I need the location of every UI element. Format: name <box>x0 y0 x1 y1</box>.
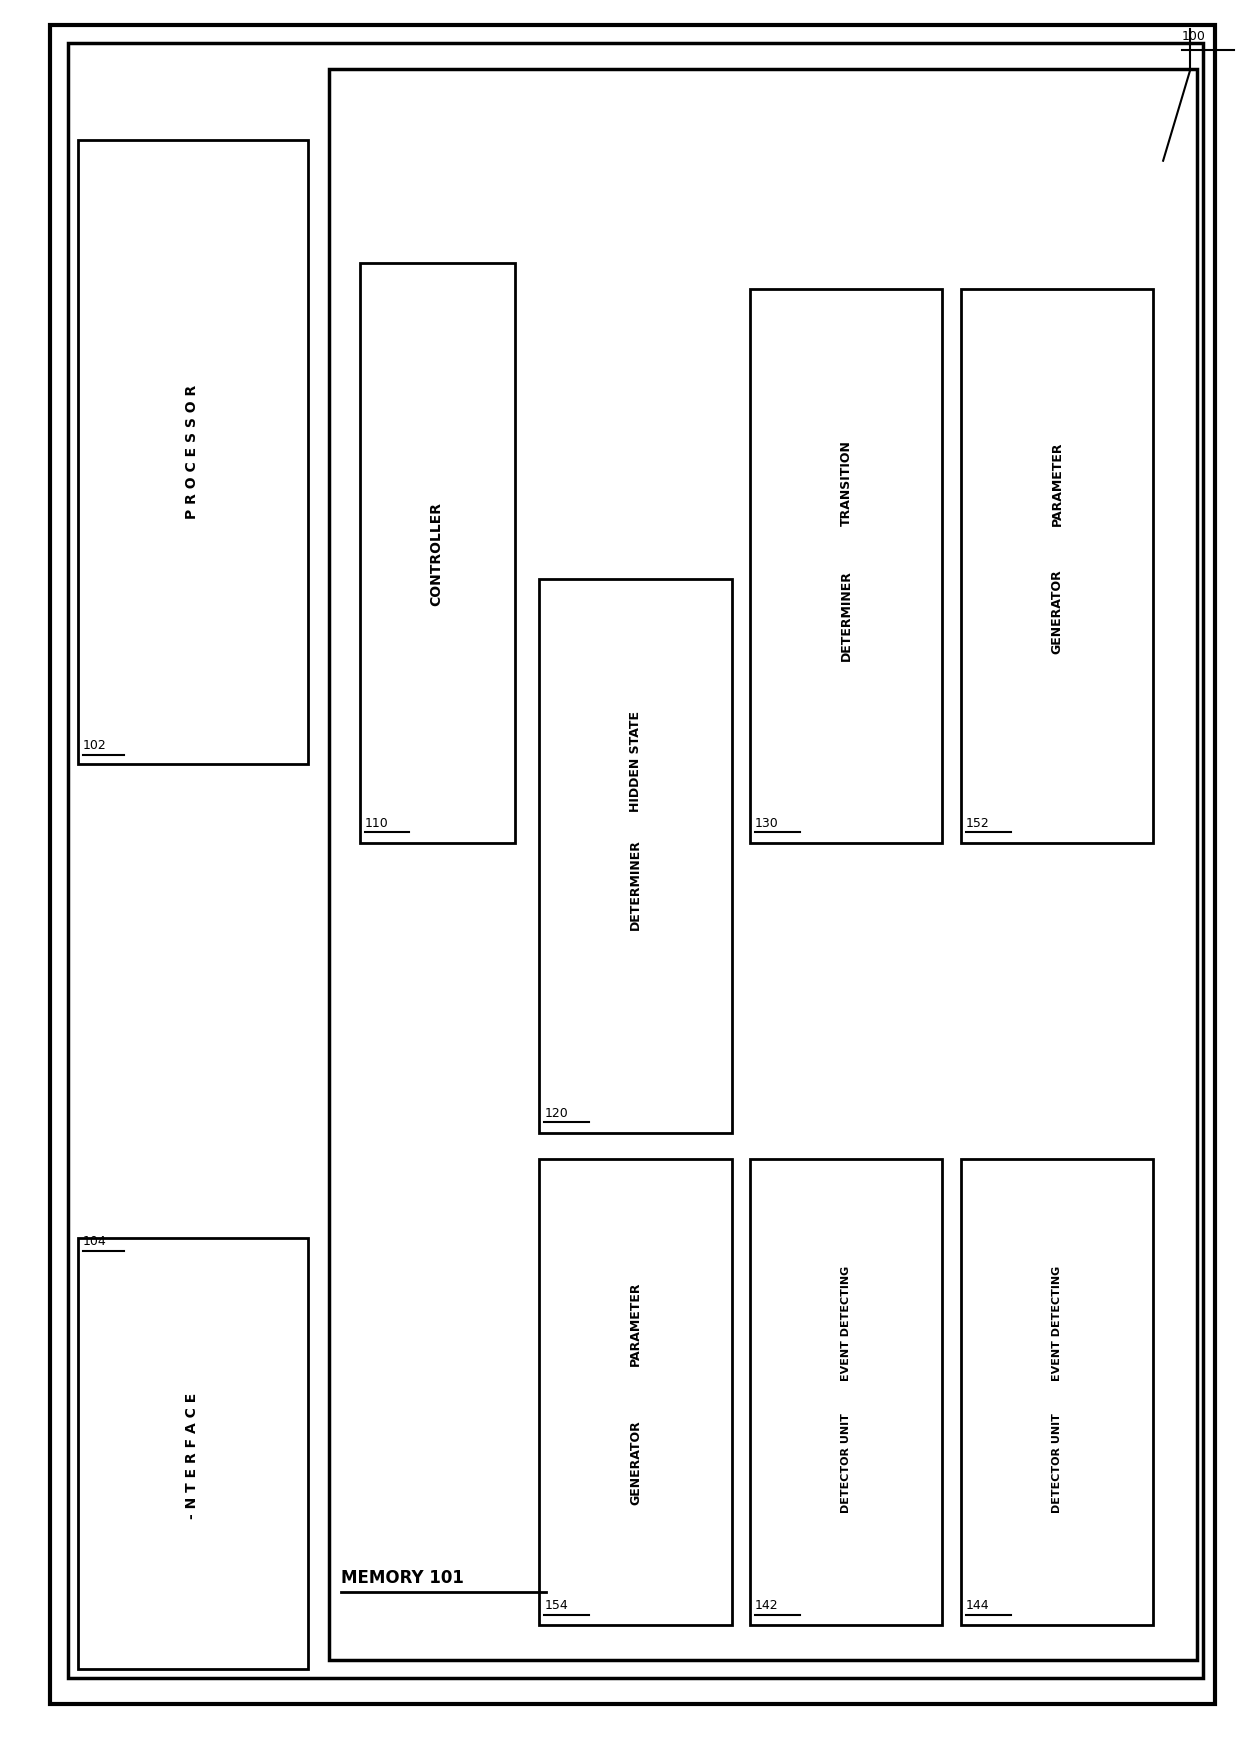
Text: EVENT DETECTING: EVENT DETECTING <box>1052 1265 1063 1381</box>
Text: 152: 152 <box>966 817 990 829</box>
Text: - N T E R F A C E: - N T E R F A C E <box>185 1392 200 1518</box>
Bar <box>961 290 1153 843</box>
Bar <box>539 580 732 1133</box>
Text: DETERMINER: DETERMINER <box>629 838 642 929</box>
Text: DETECTOR UNIT: DETECTOR UNIT <box>841 1413 852 1511</box>
Bar <box>360 264 515 843</box>
Text: GENERATOR: GENERATOR <box>1050 569 1064 654</box>
Text: GENERATOR: GENERATOR <box>629 1420 642 1504</box>
Text: DETECTOR UNIT: DETECTOR UNIT <box>1052 1413 1063 1511</box>
Bar <box>750 1160 942 1625</box>
Text: P R O C E S S O R: P R O C E S S O R <box>185 385 200 518</box>
Bar <box>78 141 308 764</box>
Text: 104: 104 <box>83 1235 107 1247</box>
Text: HIDDEN STATE: HIDDEN STATE <box>629 710 642 812</box>
Text: 130: 130 <box>755 817 779 829</box>
Text: EVENT DETECTING: EVENT DETECTING <box>841 1265 852 1381</box>
Bar <box>329 70 1197 1660</box>
Text: 120: 120 <box>544 1107 568 1119</box>
Bar <box>961 1160 1153 1625</box>
Text: PARAMETER: PARAMETER <box>629 1281 642 1365</box>
Text: 154: 154 <box>544 1599 568 1611</box>
Text: 110: 110 <box>365 817 388 829</box>
Bar <box>750 290 942 843</box>
Bar <box>539 1160 732 1625</box>
Text: TRANSITION: TRANSITION <box>839 441 853 525</box>
Text: 102: 102 <box>83 740 107 752</box>
Text: 100: 100 <box>1182 30 1205 42</box>
Text: 144: 144 <box>966 1599 990 1611</box>
Bar <box>78 1239 308 1669</box>
Text: CONTROLLER: CONTROLLER <box>429 501 444 606</box>
Text: PARAMETER: PARAMETER <box>1050 441 1064 525</box>
Text: MEMORY 101: MEMORY 101 <box>341 1569 464 1587</box>
Text: 142: 142 <box>755 1599 779 1611</box>
Text: DETERMINER: DETERMINER <box>839 569 853 661</box>
